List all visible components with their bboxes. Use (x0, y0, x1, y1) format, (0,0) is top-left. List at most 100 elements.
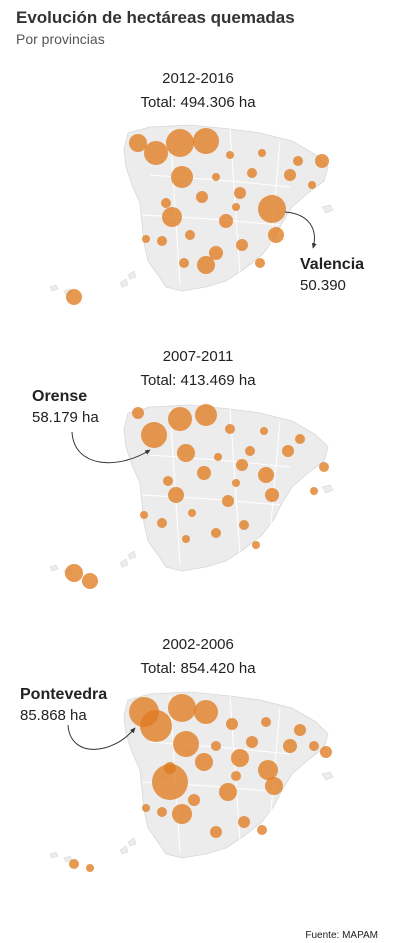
canary-island-shape (127, 270, 137, 280)
province-burned-area-bubble (210, 826, 222, 838)
province-burned-area-bubble (163, 476, 173, 486)
province-burned-area-bubble (258, 760, 278, 780)
highlight-value-orense: 58.179 ha (32, 409, 99, 426)
spain-map-2002-2006 (49, 691, 334, 872)
highlight-name-orense: Orense (32, 388, 88, 405)
province-burned-area-bubble (211, 741, 221, 751)
province-burned-area-bubble (268, 227, 284, 243)
province-burned-area-bubble (214, 453, 222, 461)
province-burned-area-bubble (258, 467, 274, 483)
province-burned-area-bubble (315, 154, 329, 168)
province-burned-area-bubble (320, 746, 332, 758)
province-burned-area-bubble (197, 256, 215, 274)
province-burned-area-bubble (258, 149, 266, 157)
province-burned-area-bubble (282, 445, 294, 457)
total-label-1: Total: 494.306 ha (140, 94, 256, 111)
period-label-3: 2002-2006 (162, 636, 234, 653)
province-burned-area-bubble (211, 528, 221, 538)
province-burned-area-bubble (195, 753, 213, 771)
highlight-value-pontevedra: 85.868 ha (20, 707, 87, 724)
province-burned-area-bubble (265, 488, 279, 502)
spain-land-shape (123, 404, 329, 572)
province-burned-area-bubble (209, 246, 223, 260)
province-burned-area-bubble (246, 736, 258, 748)
canary-island-shape (119, 278, 129, 288)
province-burned-area-bubble (172, 804, 192, 824)
province-burned-area-bubble (196, 191, 208, 203)
province-burned-area-bubble (142, 235, 150, 243)
province-burned-area-bubble (245, 446, 255, 456)
province-burned-area-bubble (309, 741, 319, 751)
province-burned-area-bubble (219, 783, 237, 801)
total-label-3: Total: 854.420 ha (140, 660, 256, 677)
province-burned-area-bubble (319, 462, 329, 472)
province-burned-area-bubble (69, 859, 79, 869)
province-burned-area-bubble (261, 717, 271, 727)
province-burned-area-bubble (161, 198, 171, 208)
canary-island-shape (49, 284, 59, 292)
province-burned-area-bubble (140, 710, 172, 742)
province-burned-area-bubble (231, 749, 249, 767)
province-burned-area-bubble (177, 444, 195, 462)
province-burned-area-bubble (195, 404, 217, 426)
province-burned-area-bubble (86, 864, 94, 872)
province-burned-area-bubble (212, 173, 220, 181)
province-burned-area-bubble (247, 168, 257, 178)
province-burned-area-bubble (197, 466, 211, 480)
province-burned-area-bubble (171, 166, 193, 188)
province-burned-area-bubble (236, 239, 248, 251)
province-burned-area-bubble (132, 407, 144, 419)
province-burned-area-bubble (188, 794, 200, 806)
province-burned-area-bubble (185, 230, 195, 240)
province-border (169, 128, 181, 286)
spain-land-shape (123, 124, 329, 292)
province-burned-area-bubble (252, 541, 260, 549)
province-burned-area-bubble (142, 804, 150, 812)
period-label-1: 2012-2016 (162, 70, 234, 87)
province-border (169, 408, 181, 566)
province-burned-area-bubble (65, 564, 83, 582)
province-burned-area-bubble (226, 151, 234, 159)
province-burned-area-bubble (239, 520, 249, 530)
province-burned-area-bubble (295, 434, 305, 444)
province-burned-area-bubble (157, 807, 167, 817)
province-burned-area-bubble (308, 181, 316, 189)
canary-island-shape (119, 558, 129, 568)
balearic-islands-shape (321, 484, 334, 494)
province-burned-area-bubble (82, 573, 98, 589)
chart-subtitle: Por provincias (16, 31, 105, 47)
province-burned-area-bubble (219, 214, 233, 228)
province-burned-area-bubble (141, 422, 167, 448)
province-burned-area-bubble (66, 289, 82, 305)
balearic-islands-shape (321, 204, 334, 214)
province-burned-area-bubble (234, 187, 246, 199)
province-border (141, 494, 281, 506)
province-burned-area-bubble (283, 739, 297, 753)
province-burned-area-bubble (255, 258, 265, 268)
balearic-islands-shape (321, 771, 334, 781)
province-burned-area-bubble (265, 777, 283, 795)
highlight-name-valencia: Valencia (300, 256, 365, 273)
province-burned-area-bubble (260, 427, 268, 435)
canary-island-shape (127, 550, 137, 560)
province-burned-area-bubble (157, 518, 167, 528)
province-burned-area-bubble (284, 169, 296, 181)
province-burned-area-bubble (194, 700, 218, 724)
canary-island-shape (127, 837, 137, 847)
spain-map-2007-2011 (49, 404, 334, 589)
province-burned-area-bubble (168, 407, 192, 431)
canary-island-shape (49, 564, 59, 572)
province-burned-area-bubble (179, 258, 189, 268)
province-burned-area-bubble (310, 487, 318, 495)
province-burned-area-bubble (166, 129, 194, 157)
spain-map-2012-2016 (49, 124, 334, 305)
province-burned-area-bubble (226, 718, 238, 730)
province-burned-area-bubble (258, 195, 286, 223)
province-burned-area-bubble (193, 128, 219, 154)
period-label-2: 2007-2011 (162, 348, 234, 365)
province-burned-area-bubble (168, 487, 184, 503)
province-burned-area-bubble (294, 724, 306, 736)
province-burned-area-bubble (157, 236, 167, 246)
province-burned-area-bubble (173, 731, 199, 757)
source-note: Fuente: MAPAM (305, 930, 378, 941)
